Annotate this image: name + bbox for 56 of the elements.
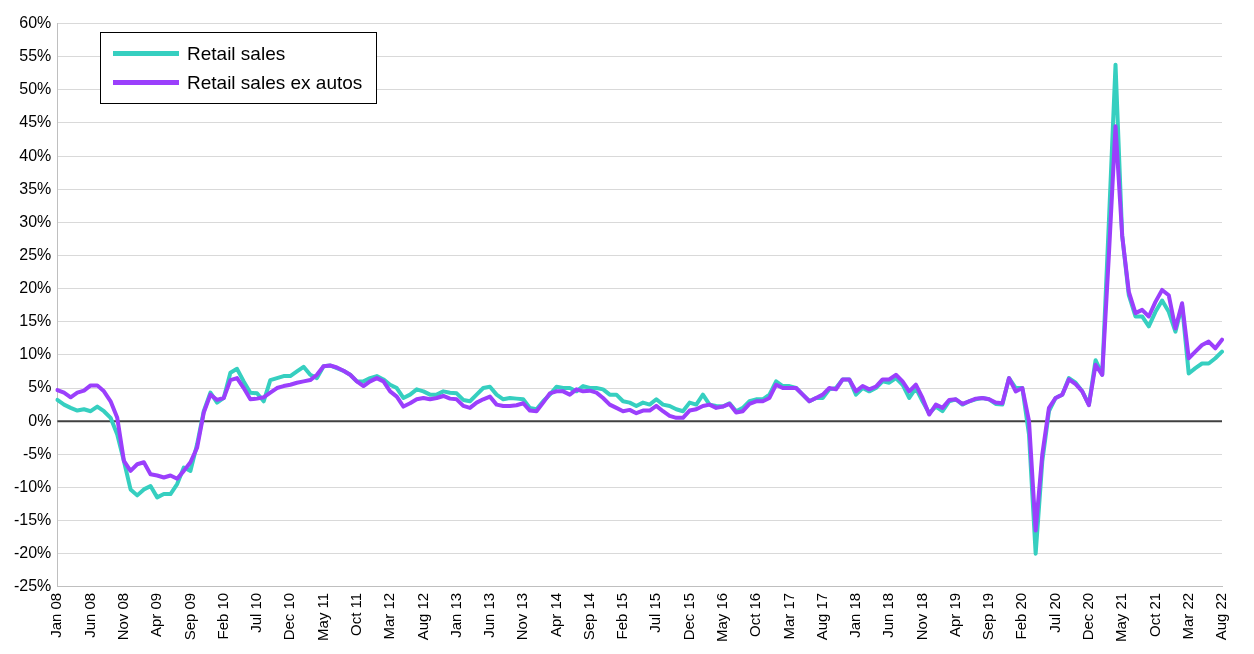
x-tick-label: Apr 09 — [147, 592, 165, 638]
x-tick-label: Dec 10 — [280, 592, 298, 641]
x-tick-label: Apr 14 — [546, 592, 564, 638]
x-tick-label: Nov 08 — [114, 592, 132, 641]
y-tick-label: 45% — [19, 113, 52, 131]
y-tick-label: 55% — [19, 47, 52, 65]
y-tick-label: 20% — [19, 279, 52, 297]
y-tick-label: -25% — [13, 577, 52, 595]
x-tick-label: Mar 17 — [779, 592, 797, 640]
x-tick-label: Dec 20 — [1079, 592, 1097, 641]
y-tick-label: 0% — [28, 411, 52, 429]
y-tick-label: 40% — [19, 146, 52, 164]
x-tick-label: Sep 14 — [579, 592, 597, 641]
x-tick-label: Dec 15 — [679, 592, 697, 641]
y-tick-label: 60% — [19, 14, 52, 32]
y-tick-label: -5% — [22, 444, 52, 462]
y-tick-label: -15% — [13, 510, 52, 528]
legend-label: Retail sales — [187, 42, 286, 65]
x-tick-label: Jul 20 — [1045, 592, 1063, 633]
x-tick-label: Jun 13 — [480, 592, 498, 638]
x-tick-label: Aug 17 — [812, 592, 830, 641]
x-tick-label: Nov 13 — [513, 592, 531, 641]
x-tick-label: Jun 08 — [80, 592, 98, 638]
x-tick-label: Jul 10 — [247, 592, 265, 633]
x-tick-label: Feb 10 — [213, 592, 231, 640]
x-tick-label: Jan 08 — [47, 592, 65, 638]
x-tick-label: Oct 11 — [346, 592, 364, 636]
x-tick-label: Jan 18 — [846, 592, 864, 638]
x-tick-label: Jun 18 — [879, 592, 897, 638]
x-tick-label: Aug 12 — [413, 592, 431, 641]
x-tick-label: Jul 15 — [646, 592, 664, 633]
x-tick-label: Feb 15 — [613, 592, 631, 640]
y-tick-label: -10% — [13, 477, 52, 495]
x-tick-label: May 21 — [1112, 592, 1130, 643]
x-tick-label: Aug 22 — [1212, 592, 1230, 641]
y-tick-label: 15% — [19, 312, 52, 330]
y-tick-label: 5% — [28, 378, 52, 396]
x-tick-label: Mar 22 — [1178, 592, 1196, 640]
x-tick-label: May 16 — [713, 592, 731, 643]
x-tick-label: Mar 12 — [380, 592, 398, 640]
x-tick-label: Feb 20 — [1012, 592, 1030, 640]
legend-label: Retail sales ex autos — [187, 71, 363, 94]
x-tick-label: Sep 19 — [979, 592, 997, 641]
x-tick-label: Apr 19 — [945, 592, 963, 638]
y-tick-label: -20% — [13, 544, 52, 562]
y-tick-label: 10% — [19, 345, 52, 363]
y-tick-label: 25% — [19, 245, 52, 263]
x-tick-label: Oct 21 — [1145, 592, 1163, 637]
x-tick-label: May 11 — [313, 592, 331, 641]
y-tick-label: 50% — [19, 80, 52, 98]
x-tick-label: Sep 09 — [180, 592, 198, 641]
x-tick-label: Jan 13 — [446, 592, 464, 638]
x-tick-label: Oct 16 — [746, 592, 764, 637]
y-tick-label: 35% — [19, 179, 52, 197]
y-tick-label: 30% — [19, 212, 52, 230]
x-tick-label: Nov 18 — [912, 592, 930, 641]
